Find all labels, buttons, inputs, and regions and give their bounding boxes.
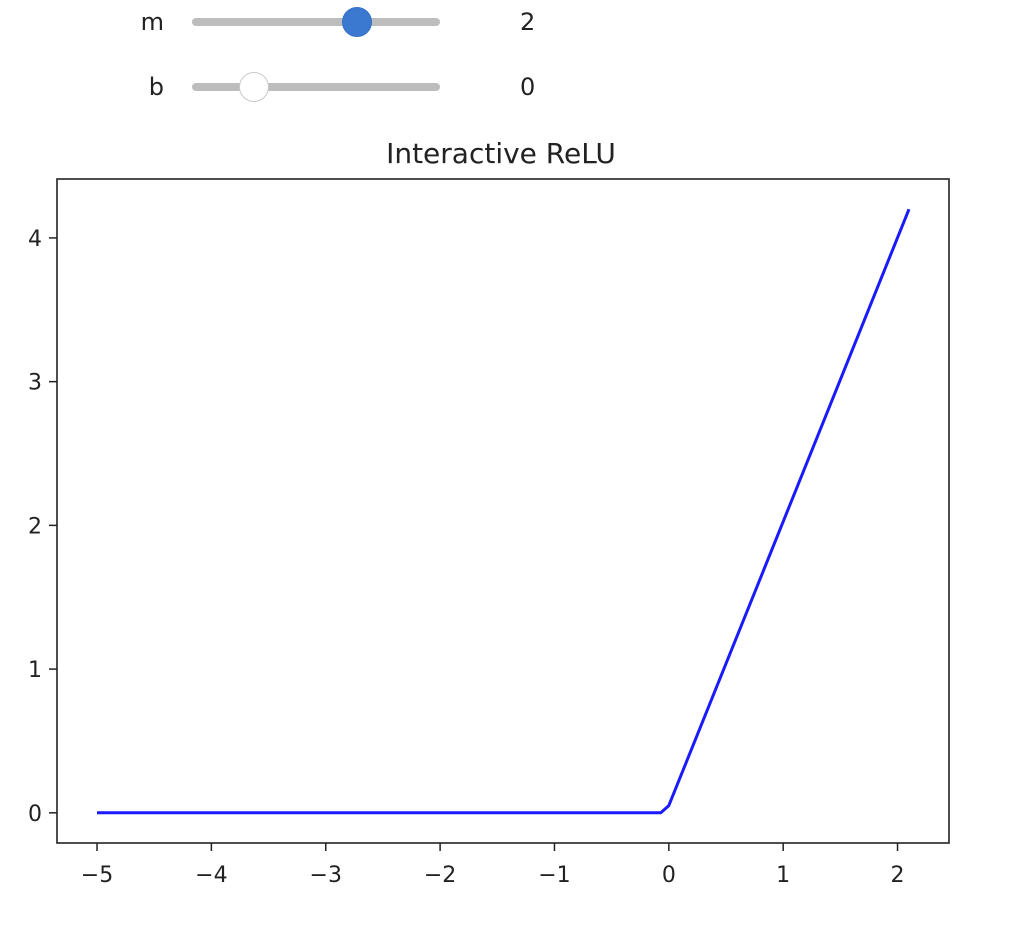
series-line (97, 208, 911, 815)
slider-m-track[interactable] (192, 7, 440, 37)
slider-b-value: 0 (520, 73, 536, 101)
y-tick-label: 4 (28, 227, 42, 252)
series-group (97, 208, 911, 815)
x-tick-label: −4 (195, 863, 227, 888)
plot-frame (56, 178, 950, 844)
slider-b-track[interactable] (192, 72, 440, 102)
slider-m-label: m (140, 8, 164, 36)
x-tick-label: −5 (81, 863, 113, 888)
chart-title: Interactive ReLU (386, 137, 616, 170)
y-axis: 0 1 2 3 4 (28, 227, 57, 827)
slider-b-label: b (148, 73, 164, 101)
x-tick-label: −1 (538, 863, 570, 888)
slider-row-m: m 2 (0, 0, 600, 44)
x-tick-label: −2 (424, 863, 456, 888)
x-tick-label: −3 (310, 863, 342, 888)
x-tick-label: 0 (662, 863, 676, 888)
x-tick-label: 1 (776, 863, 790, 888)
slider-b-handle[interactable] (239, 72, 269, 102)
x-tick-label: 2 (891, 863, 905, 888)
x-axis: −5 −4 −3 −2 −1 0 1 2 (81, 843, 905, 888)
y-tick-label: 0 (28, 802, 42, 827)
slider-row-b: b 0 (0, 65, 600, 109)
y-tick-label: 2 (28, 514, 42, 539)
y-tick-label: 3 (28, 371, 42, 396)
slider-m-value: 2 (520, 8, 536, 36)
slider-m-handle[interactable] (342, 7, 373, 37)
y-tick-label: 1 (28, 658, 42, 683)
